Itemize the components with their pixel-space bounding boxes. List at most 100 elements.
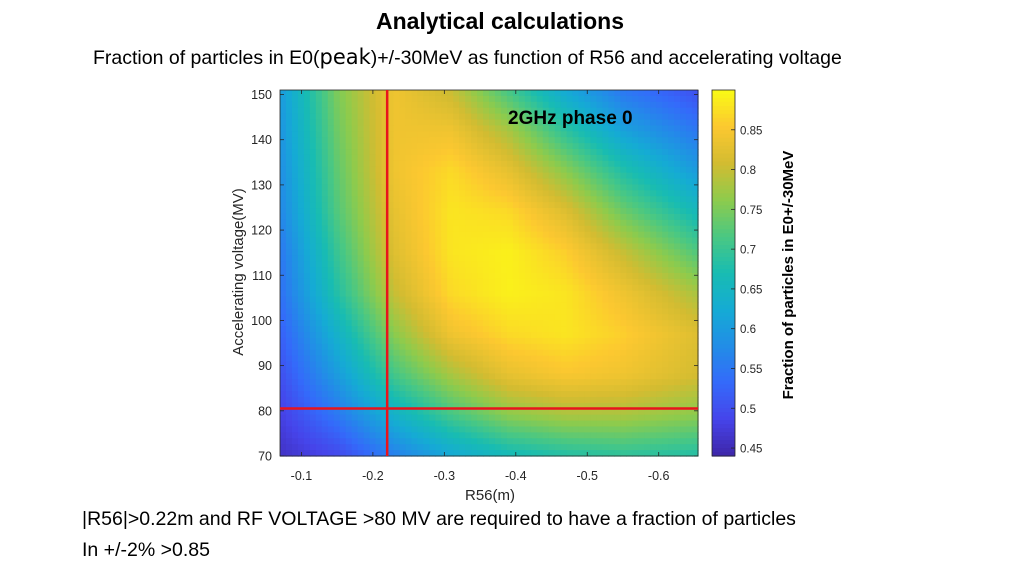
heatmap-cell [459, 154, 466, 162]
heatmap-cell [297, 202, 305, 209]
heatmap-cell [578, 137, 586, 144]
heatmap-cell [399, 385, 406, 392]
heatmap-cell [608, 267, 615, 274]
heatmap-cell [584, 160, 592, 168]
heatmap-cell [333, 444, 341, 451]
heatmap-cell [542, 125, 550, 132]
heatmap-cell [686, 190, 693, 197]
heatmap-cell [614, 90, 621, 97]
heatmap-cell [405, 113, 412, 121]
heatmap-cell [423, 420, 430, 428]
heatmap-cell [411, 273, 418, 280]
heatmap-cell [447, 391, 454, 398]
heatmap-cell [327, 326, 335, 333]
heatmap-cell [453, 255, 460, 262]
x-tick-label: -0.3 [434, 469, 456, 483]
heatmap-cell [656, 225, 663, 233]
colorbar-segment [712, 197, 735, 202]
heatmap-cell [632, 290, 639, 298]
heatmap-cell [512, 290, 520, 298]
heatmap-cell [303, 373, 311, 380]
colorbar-segment [712, 113, 735, 119]
heatmap-cell [327, 278, 335, 286]
heatmap-cell [554, 379, 562, 386]
heatmap-cell [692, 213, 699, 221]
heatmap-cell [608, 284, 615, 292]
heatmap-cell [494, 402, 502, 410]
heatmap-cell [280, 284, 287, 292]
heatmap-cell [453, 432, 460, 439]
heatmap-cell [536, 302, 544, 310]
heatmap-cell [447, 184, 454, 191]
heatmap-cell [650, 278, 657, 286]
heatmap-cell [626, 107, 633, 115]
heatmap-cell [315, 361, 323, 369]
heatmap-cell [303, 237, 311, 245]
heatmap-cell [453, 385, 460, 392]
heatmap-cell [405, 414, 412, 422]
heatmap-cell [638, 255, 645, 262]
heatmap-cell [554, 202, 562, 209]
slide-title: Analytical calculations [376, 8, 624, 34]
heatmap-cell [321, 119, 329, 127]
heatmap-cell [375, 450, 383, 457]
heatmap-cell [620, 202, 627, 209]
colorbar-segment [712, 177, 735, 183]
heatmap-cell [351, 308, 359, 315]
heatmap-cell [656, 373, 663, 380]
heatmap-cell [447, 396, 454, 404]
heatmap-cell [680, 166, 687, 174]
heatmap-cell [459, 290, 466, 298]
colorbar-segment [712, 348, 735, 354]
heatmap-cell [638, 125, 645, 132]
heatmap-cell [369, 402, 377, 410]
heatmap-cell [650, 166, 657, 174]
heatmap-cell [656, 131, 663, 138]
heatmap-cell [483, 308, 490, 315]
heatmap-cell [339, 355, 347, 363]
heatmap-cell [327, 308, 335, 315]
heatmap-cell [339, 379, 347, 386]
heatmap-cell [554, 149, 562, 156]
heatmap-cell [459, 131, 466, 138]
heatmap-cell [578, 450, 586, 457]
heatmap-cell [357, 160, 365, 168]
heatmap-cell [291, 143, 299, 150]
heatmap-cell [351, 337, 359, 345]
heatmap-cell [662, 379, 669, 386]
heatmap-cell [650, 208, 657, 215]
heatmap-cell [285, 119, 293, 127]
heatmap-cell [333, 143, 341, 150]
heatmap-cell [339, 196, 347, 203]
heatmap-cell [608, 420, 615, 428]
heatmap-cell [280, 267, 287, 274]
heatmap-cell [369, 438, 377, 445]
heatmap-cell [417, 438, 424, 445]
heatmap-cell [471, 320, 478, 327]
heatmap-cell [327, 213, 335, 221]
heatmap-cell [477, 361, 484, 369]
heatmap-cell [692, 450, 699, 457]
heatmap-cell [566, 243, 574, 250]
heatmap-cell [309, 450, 317, 457]
heatmap-cell [626, 178, 633, 186]
heatmap-cell [315, 349, 323, 357]
heatmap-cell [680, 373, 687, 380]
heatmap-cell [644, 438, 651, 445]
heatmap-cell [351, 95, 359, 103]
heatmap-cell [285, 166, 293, 174]
heatmap-cell [524, 160, 532, 168]
heatmap-cell [435, 432, 442, 439]
heatmap-cell [566, 391, 574, 398]
heatmap-cell [560, 190, 568, 197]
heatmap-cell [477, 149, 484, 156]
heatmap-cell [632, 343, 639, 351]
heatmap-cell [447, 107, 454, 115]
heatmap-cell [375, 190, 383, 197]
heatmap-cell [620, 225, 627, 233]
heatmap-cell [584, 154, 592, 162]
heatmap-cell [572, 267, 580, 274]
heatmap-cell [285, 314, 293, 321]
heatmap-cell [596, 396, 604, 404]
heatmap-cell [315, 184, 323, 191]
